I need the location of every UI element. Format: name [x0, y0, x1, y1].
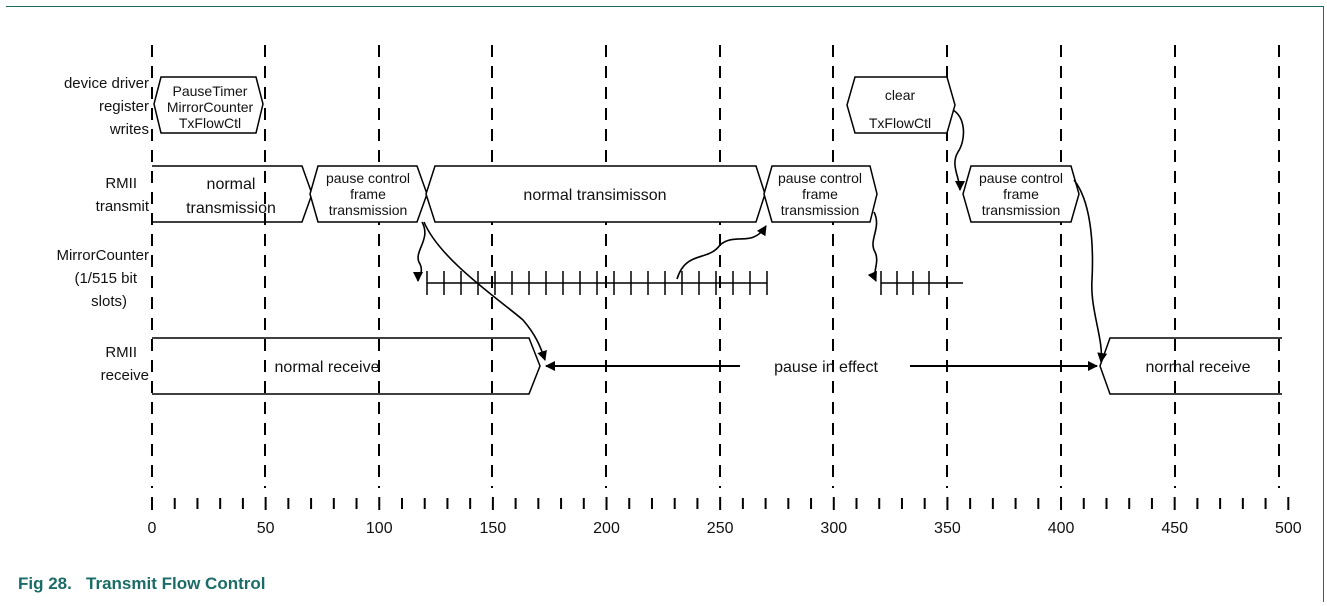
axis-label: 450	[1161, 520, 1188, 537]
rx-normal-1-label: normal receive	[275, 359, 380, 376]
mirror-counter-ticks-2	[880, 271, 930, 295]
register-write-text: PauseTimer MirrorCounter TxFlowCtl clear…	[167, 83, 931, 131]
arrow-tx-end-to-counter-start	[413, 221, 426, 282]
axis-label: 500	[1275, 520, 1302, 537]
arrow-tx-end-to-rx-pause	[423, 221, 547, 361]
tx-pause-2-line-3: transmission	[781, 202, 860, 218]
axis-label: 300	[820, 520, 847, 537]
tx-pause-3-box	[962, 165, 1080, 223]
rx-normal-1-box	[152, 337, 541, 395]
tx-pause-1-line-3: transmission	[329, 202, 408, 218]
register-write-box-1	[153, 76, 264, 134]
axis-label: 0	[148, 520, 157, 537]
tx-pause-2-line-1: pause control	[778, 170, 862, 186]
row-label-rmii-transmit-1: RMII	[105, 175, 137, 192]
row-labels: device driver register writes RMII trans…	[56, 75, 149, 384]
row-label-mirror-counter-1: MirrorCounter	[56, 247, 149, 264]
row-label-device-driver-1: device driver	[64, 75, 149, 92]
row-label-device-driver-3: writes	[109, 121, 149, 138]
axis-label: 400	[1048, 520, 1075, 537]
axis-label: 50	[257, 520, 275, 537]
time-axis-ticks	[151, 497, 1290, 510]
receive-text: normal receive pause in effect normal re…	[275, 359, 1251, 376]
figure-frame	[6, 6, 1324, 602]
rx-normal-2-box	[1099, 337, 1282, 395]
tx-pause-2-line-2: frame	[802, 186, 838, 202]
arrow-clear-to-tx-pause-3	[952, 109, 965, 191]
figure-number: Fig 28.	[18, 574, 72, 593]
tx-normal-1-line-1: normal	[207, 176, 256, 193]
row-label-mirror-counter-2: (1/515 bit	[74, 270, 137, 287]
causal-arrows	[413, 109, 1108, 363]
tx-pause-3-line-3: transmission	[982, 202, 1061, 218]
row-label-rmii-transmit-2: transmit	[96, 198, 150, 215]
row-label-rmii-receive-2: receive	[101, 367, 149, 384]
tx-normal-2-line-1: normal transimisson	[523, 187, 666, 204]
figure-caption: Fig 28. Transmit Flow Control	[18, 574, 265, 594]
tx-pause-1-line-2: frame	[350, 186, 386, 202]
time-grid	[151, 45, 1280, 488]
rx-normal-2-label: normal receive	[1146, 359, 1251, 376]
register-write-2-line-1: clear	[885, 87, 916, 103]
transmit-segments	[152, 165, 1080, 223]
arrow-counter-to-tx-pause-2	[676, 225, 767, 280]
receive-segments	[152, 337, 1282, 395]
figure-title: Transmit Flow Control	[86, 574, 266, 593]
transmit-text: normal transmission pause control frame …	[186, 170, 1063, 218]
tx-normal-2-box	[425, 165, 766, 223]
arrow-tx-pause-2-end-to-counter	[867, 211, 878, 282]
axis-label: 100	[366, 520, 393, 537]
time-axis-labels: 0 50 100 150 200 250 300 350 400 450 500	[148, 520, 1302, 537]
axis-label: 200	[593, 520, 620, 537]
axis-label: 250	[707, 520, 734, 537]
register-write-1-line-2: MirrorCounter	[167, 99, 254, 115]
row-label-device-driver-2: register	[99, 98, 149, 115]
row-label-rmii-receive-1: RMII	[105, 344, 137, 361]
tx-pause-3-line-1: pause control	[979, 170, 1063, 186]
tx-pause-3-line-2: frame	[1003, 186, 1039, 202]
register-writes	[153, 76, 956, 134]
register-write-1-line-3: TxFlowCtl	[179, 115, 241, 131]
register-write-1-line-1: PauseTimer	[173, 83, 248, 99]
tx-pause-1-line-1: pause control	[326, 170, 410, 186]
row-label-mirror-counter-3: slots)	[91, 293, 127, 310]
tx-pause-2-box	[763, 165, 878, 223]
axis-label: 150	[480, 520, 507, 537]
axis-label: 350	[934, 520, 961, 537]
register-write-2-line-2: TxFlowCtl	[869, 115, 931, 131]
rx-pause-label: pause in effect	[774, 359, 878, 376]
register-write-box-2	[846, 76, 956, 134]
tx-normal-1-line-2: transmission	[186, 200, 276, 217]
arrow-tx-pause-3-end-to-rx-resume	[1073, 179, 1108, 363]
tx-pause-1-box	[309, 165, 428, 223]
